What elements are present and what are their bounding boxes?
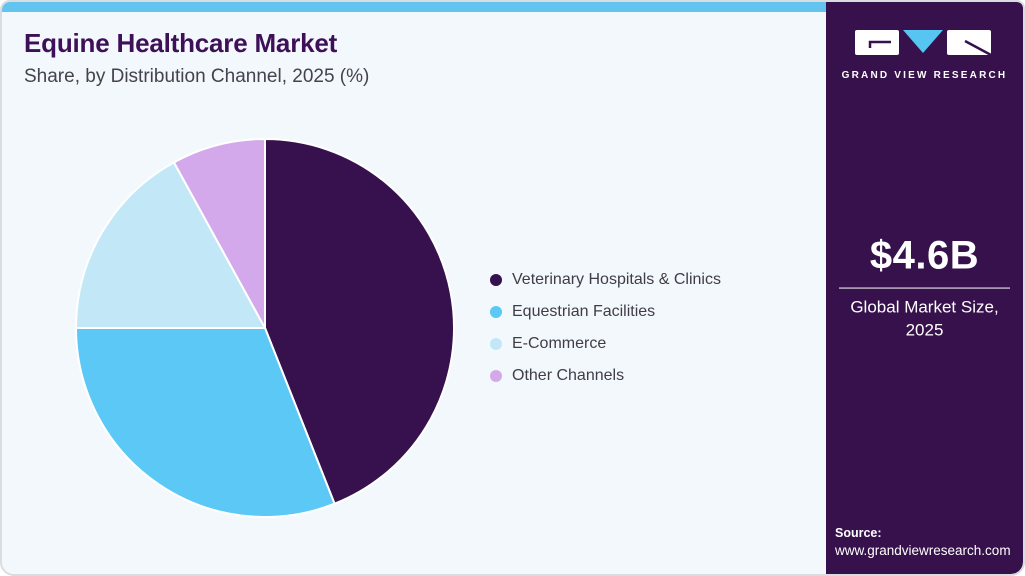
logo-block: GRAND VIEW RESEARCH	[826, 2, 1023, 81]
legend-label: Other Channels	[512, 367, 625, 384]
legend-item: Veterinary Hospitals & Clinics	[490, 270, 721, 290]
legend-item: Other Channels	[490, 366, 721, 386]
pie-slice-2	[75, 327, 336, 518]
pie-slice-4	[172, 138, 266, 329]
legend-label: Veterinary Hospitals & Clinics	[512, 271, 721, 288]
brand-sidebar: GRAND VIEW RESEARCH $4.6B Global Market …	[826, 2, 1023, 574]
source-block: Source: www.grandviewresearch.com	[835, 526, 1011, 558]
brand-name: GRAND VIEW RESEARCH	[841, 70, 1008, 81]
legend-label: E-Commerce	[512, 335, 607, 352]
pie-chart-svg	[75, 138, 456, 518]
legend: Veterinary Hospitals & Clinics Equestrian…	[490, 270, 721, 398]
pie-slice-3	[75, 161, 266, 329]
market-size-label: Global Market Size, 2025	[850, 297, 999, 340]
market-size-value: $4.6B	[869, 233, 980, 278]
legend-item: Equestrian Facilities	[490, 302, 721, 322]
legend-swatch-icon	[490, 306, 502, 318]
legend-swatch-icon	[490, 274, 502, 286]
accent-top-bar	[2, 2, 826, 12]
chart-panel: Equine Healthcare Market Share, by Distr…	[2, 2, 826, 574]
pie-chart	[73, 136, 457, 520]
pie-slice-1	[264, 138, 456, 505]
source-url: www.grandviewresearch.com	[835, 543, 1011, 558]
divider	[839, 287, 1010, 289]
page-subtitle: Share, by Distribution Channel, 2025 (%)	[24, 66, 370, 87]
source-label: Source:	[835, 526, 882, 540]
legend-swatch-icon	[490, 370, 502, 382]
page-title: Equine Healthcare Market	[24, 28, 338, 58]
legend-swatch-icon	[490, 338, 502, 350]
header: Equine Healthcare Market Share, by Distr…	[2, 2, 826, 88]
market-size-block: $4.6B Global Market Size, 2025	[826, 234, 1023, 343]
gvr-logo-icon	[854, 30, 992, 57]
legend-label: Equestrian Facilities	[512, 303, 656, 320]
legend-item: E-Commerce	[490, 334, 721, 354]
